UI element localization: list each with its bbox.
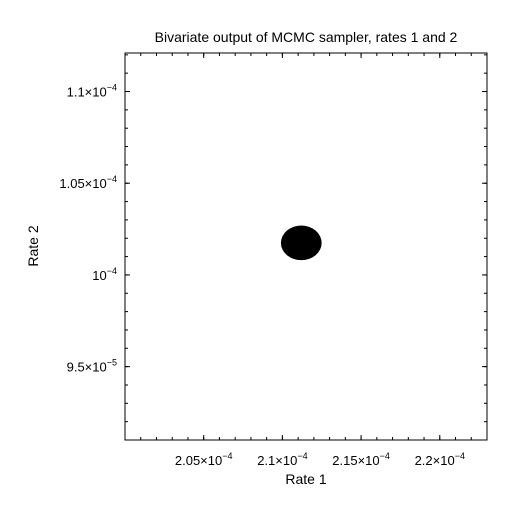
x-tick-label: 2.1×10−4 (257, 451, 307, 468)
data-point (313, 241, 318, 246)
y-tick-label: 1.05×10−4 (59, 174, 117, 191)
data-point (295, 236, 301, 241)
data-point (289, 243, 295, 248)
data-points (280, 225, 322, 261)
y-tick-label: 1.1×10−4 (67, 83, 117, 100)
chart-title: Bivariate output of MCMC sampler, rates … (155, 29, 458, 45)
data-point (308, 238, 313, 243)
x-axis-label: Rate 1 (285, 471, 326, 487)
data-point (300, 240, 306, 245)
x-tick-label: 2.2×10−4 (415, 451, 465, 468)
y-tick-label: 10−4 (92, 266, 117, 283)
x-tick-label: 2.15×10−4 (332, 451, 390, 468)
data-point (284, 240, 290, 245)
data-point (305, 241, 310, 247)
y-tick-label: 9.5×10−5 (67, 358, 117, 375)
y-axis-ticks: 9.5×10−5 10−4 1.05×10−4 1.1×10−4 (59, 54, 487, 441)
x-axis-ticks: 2.05×10−4 2.1×10−4 2.15×10−4 2.2×10−4 (124, 53, 488, 468)
y-axis-label: Rate 2 (25, 225, 41, 266)
plot-frame (124, 52, 488, 441)
x-tick-label: 2.05×10−4 (175, 451, 233, 468)
data-point (302, 244, 307, 250)
data-point (292, 238, 298, 244)
